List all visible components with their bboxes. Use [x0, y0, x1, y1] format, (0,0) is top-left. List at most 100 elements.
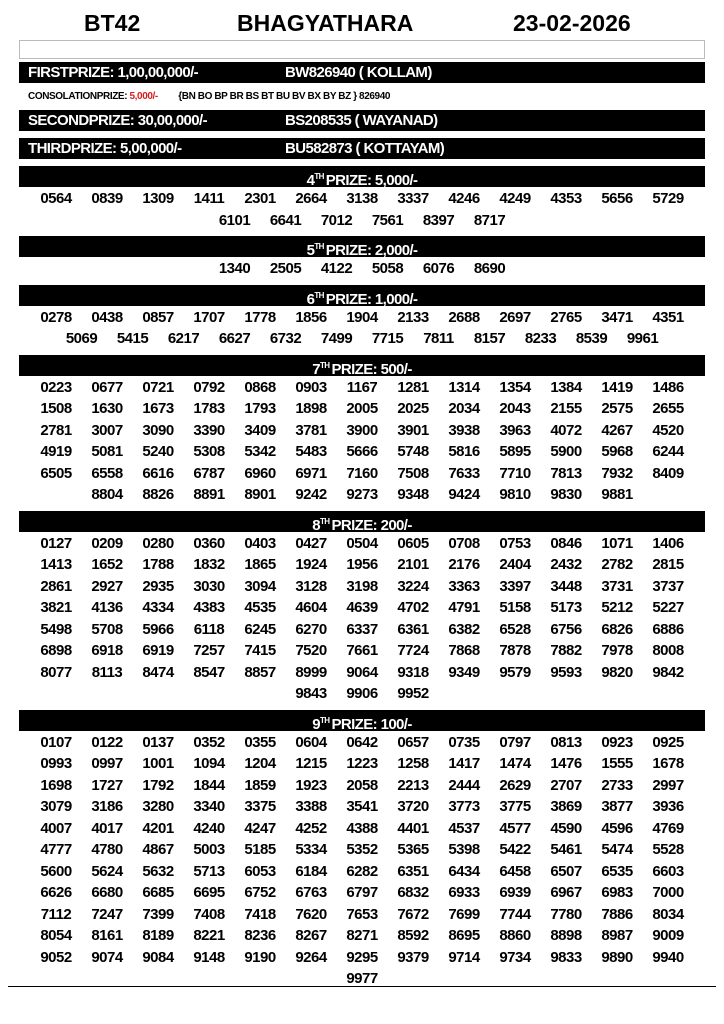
winning-number: 5968: [601, 443, 633, 460]
prize-6-numbers: 0278 0438 0857 1707 1778 1856 1904 2133 2688 2697…: [19, 307, 705, 350]
number-row: 3079 3186 3280 3340 3375 3388 3541 3720 3773 3775…: [19, 796, 705, 818]
winning-number: 8860: [499, 927, 531, 944]
winning-number: 7811: [423, 330, 454, 347]
winning-number: 5227: [652, 599, 684, 616]
winning-number: 8054: [40, 927, 72, 944]
winning-number: 8898: [550, 927, 582, 944]
number-row: 5600 5624 5632 5713 6053 6184 6282 6351 6434 6458…: [19, 861, 705, 883]
consolation-label: CONSOLATIONPRIZE:: [28, 91, 128, 102]
winning-number: 0438: [91, 308, 123, 326]
winning-number: 4777: [40, 841, 72, 858]
winning-number: 0605: [397, 534, 429, 552]
winning-number: 0355: [244, 733, 276, 751]
winning-number: 4520: [652, 421, 684, 439]
number-row: 0107 0122 0137 0352 0355 0604 0642 0657 0735 0797…: [19, 732, 705, 754]
prize-4-numbers: 0564 0839 1309 1411 2301 2664 3138 3337 4246 4249…: [19, 188, 705, 231]
winning-number: 6763: [295, 884, 327, 901]
winning-number: 9348: [397, 486, 429, 503]
winning-number: 4535: [244, 599, 276, 616]
winning-number: 3471: [601, 308, 633, 326]
winning-number: 3375: [244, 798, 276, 815]
winning-number: 2815: [652, 556, 684, 573]
winning-number: 1792: [142, 776, 174, 794]
winning-number: 6732: [269, 330, 302, 347]
winning-number: 3138: [346, 190, 378, 207]
winning-number: 8826: [142, 486, 174, 503]
winning-number: 0903: [295, 378, 327, 396]
number-row: 4777 4780 4867 5003 5185 5334 5352 5365 5398 5422…: [19, 839, 705, 861]
winning-number: 1411: [193, 190, 225, 207]
winning-number: 2176: [448, 556, 480, 573]
prize-4-bar: 4TH PRIZE: 5,000/-: [19, 166, 705, 189]
winning-number: 9843: [295, 685, 327, 702]
winning-number: 8891: [193, 486, 225, 503]
winning-number: 0604: [295, 733, 327, 751]
prize-title: PRIZE: 5,000/-: [325, 172, 418, 189]
winning-number: 3090: [142, 421, 174, 439]
winning-number: 5528: [652, 841, 684, 858]
winning-number: 8161: [91, 927, 123, 944]
prize-ordinal: 6: [306, 290, 315, 308]
winning-number: 2575: [601, 400, 633, 417]
winning-number: 9273: [346, 486, 378, 503]
winning-number: 1924: [295, 556, 327, 573]
winning-number: 5461: [550, 841, 582, 858]
winning-number: 4401: [397, 819, 429, 837]
number-row: 1508 1630 1673 1783 1793 1898 2005 2025 2034 2043…: [19, 398, 705, 420]
winning-number: 3337: [397, 190, 429, 207]
winning-number: 1630: [91, 400, 123, 417]
winning-number: 6558: [91, 464, 123, 482]
winning-number: 6898: [40, 642, 72, 659]
winning-number: 3363: [448, 577, 480, 595]
winning-number: 1859: [244, 776, 276, 794]
number-row: 2781 3007 3090 3390 3409 3781 3900 3901 3938 3963…: [19, 420, 705, 442]
winning-number: 3340: [193, 798, 225, 815]
winning-number: 0642: [346, 733, 378, 751]
winning-number: 2025: [397, 400, 429, 417]
winning-number: 5342: [244, 443, 276, 460]
winning-number: 9264: [295, 948, 327, 966]
winning-number: 9906: [346, 685, 378, 702]
draw-code: BT42: [84, 10, 141, 36]
winning-number: 1340: [218, 260, 251, 277]
winning-number: 4252: [295, 819, 327, 837]
second-prize-ticket: BS208535 ( WAYANAD): [285, 112, 438, 129]
winning-number: 6918: [91, 642, 123, 659]
third-prize-ticket: BU582873 ( KOTTAYAM): [285, 140, 445, 157]
winning-number: 8804: [91, 486, 123, 503]
number-row: 6626 6680 6685 6695 6752 6763 6797 6832 6933 6939…: [19, 882, 705, 904]
winning-number: 0564: [40, 190, 72, 207]
winning-number: 3775: [499, 798, 531, 815]
lottery-name: BHAGYATHARA: [237, 10, 414, 36]
winning-number: 0352: [193, 733, 225, 751]
winning-number: 8077: [40, 663, 72, 681]
winning-number: 5081: [91, 443, 123, 460]
winning-number: 4249: [499, 190, 531, 207]
winning-number: 4247: [244, 819, 276, 837]
number-row: 1340 2505 4122 5058 6076 8690: [19, 258, 705, 280]
winning-number: 5624: [91, 862, 123, 880]
winning-number: 0427: [295, 534, 327, 552]
winning-number: 3877: [601, 798, 633, 815]
winning-number: 3448: [550, 577, 582, 595]
winning-number: 5632: [142, 862, 174, 880]
winning-number: 1094: [193, 755, 225, 772]
winning-number: 5003: [193, 841, 225, 858]
winning-number: 0280: [142, 534, 174, 552]
winning-number: 1707: [193, 308, 225, 326]
winning-number: 4867: [142, 841, 174, 858]
winning-number: 6337: [346, 620, 378, 638]
winning-number: 3963: [499, 421, 531, 439]
winning-number: 6627: [218, 330, 251, 347]
winning-number: 3094: [244, 577, 276, 595]
winning-number: 8999: [295, 663, 327, 681]
winning-number: 8987: [601, 927, 633, 944]
winning-number: 8717: [473, 211, 506, 229]
winning-number: 3030: [193, 577, 225, 595]
prize-9-bar: 9TH PRIZE: 100/-: [19, 709, 705, 733]
number-row: 8077 8113 8474 8547 8857 8999 9064 9318 9349 9579…: [19, 662, 705, 684]
winning-number: 9318: [397, 663, 429, 681]
prize-5-bar: 5TH PRIZE: 2,000/-: [19, 236, 705, 259]
winning-number: 4769: [652, 819, 684, 837]
winning-number: 6967: [550, 884, 582, 901]
